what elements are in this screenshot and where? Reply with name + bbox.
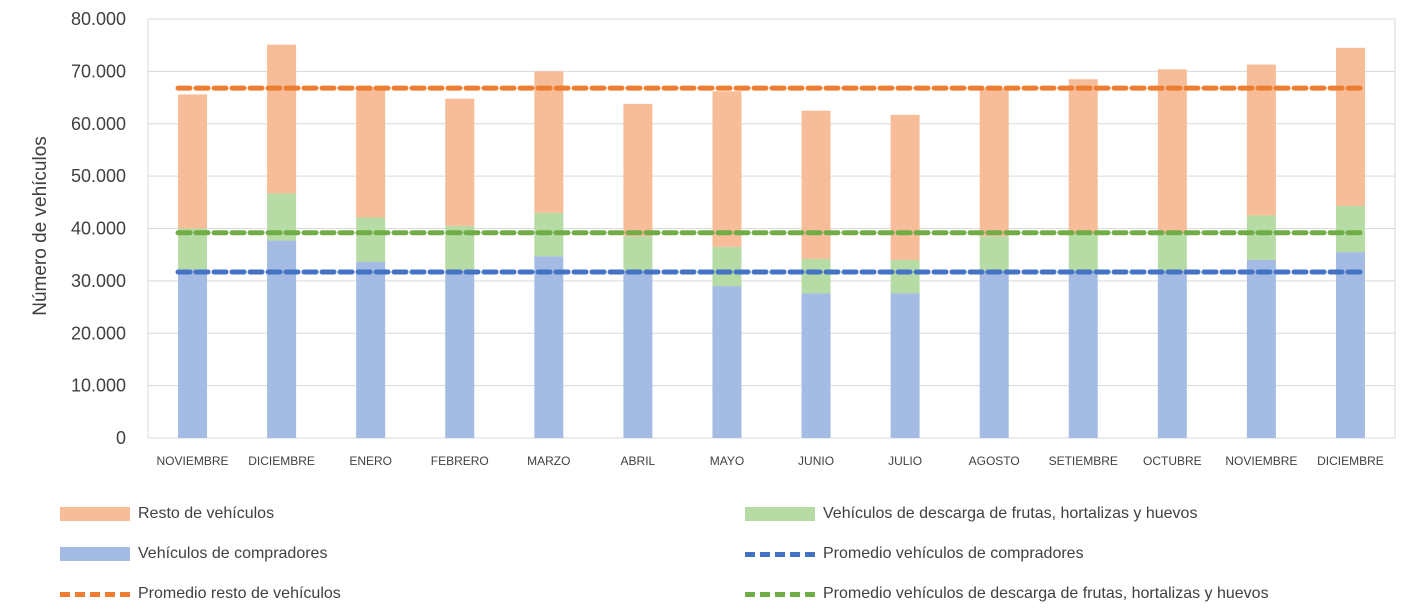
x-tick-label: JULIO xyxy=(888,454,922,468)
bar-segment xyxy=(979,88,1009,237)
legend-label: Promedio resto de vehículos xyxy=(138,585,341,602)
legend-swatch xyxy=(60,507,130,521)
y-tick-label: 80.000 xyxy=(71,9,126,29)
plot-border xyxy=(147,18,1396,439)
x-tick-label: DICIEMBRE xyxy=(1317,454,1384,468)
legend-label: Vehículos de compradores xyxy=(138,545,328,562)
y-tick-label: 40.000 xyxy=(71,219,126,239)
y-tick-label: 50.000 xyxy=(71,166,126,186)
y-tick-label: 10.000 xyxy=(71,376,126,396)
bar-segment xyxy=(178,228,208,270)
x-tick-label: AGOSTO xyxy=(969,454,1020,468)
legend-label: Resto de vehículos xyxy=(138,505,275,522)
bar-segment xyxy=(890,259,920,294)
bar-segment xyxy=(712,286,742,438)
y-axis-ticks: 0 10.000 20.000 30.000 40.000 50.000 60.000 70.… xyxy=(71,9,126,448)
bar-segment xyxy=(623,270,653,438)
bar-segment xyxy=(712,91,742,247)
bar-segment xyxy=(801,293,831,438)
bar-segment xyxy=(1157,69,1187,234)
bar-segment xyxy=(356,262,386,438)
x-tick-label: MARZO xyxy=(527,454,570,468)
y-tick-label: 20.000 xyxy=(71,323,126,343)
bar-segment xyxy=(267,44,297,194)
bar-segment xyxy=(1335,47,1365,206)
bar-segment xyxy=(1068,233,1098,271)
bar-segment xyxy=(1068,270,1098,438)
bar-segment xyxy=(979,236,1009,271)
bar-segment xyxy=(623,103,653,237)
legend-swatch xyxy=(745,507,815,521)
x-tick-label: MAYO xyxy=(710,454,744,468)
bar-segment xyxy=(979,270,1009,438)
bar-segment xyxy=(1335,205,1365,253)
x-tick-label: NOVIEMBRE xyxy=(157,454,229,468)
x-tick-label: NOVIEMBRE xyxy=(1225,454,1297,468)
bar-segment xyxy=(1246,215,1276,260)
bar-segment xyxy=(178,269,208,438)
bar-segment xyxy=(445,270,475,438)
bar-segment xyxy=(801,258,831,294)
x-tick-label: ABRIL xyxy=(621,454,656,468)
legend-swatch xyxy=(745,591,815,597)
bar-segment xyxy=(890,293,920,438)
bar-segment xyxy=(712,246,742,287)
legend-item-promedio-descarga: Promedio vehículos de descarga de frutas… xyxy=(745,585,1269,603)
bar-segment xyxy=(178,94,208,229)
y-tick-label: 0 xyxy=(116,428,126,448)
bar-segment xyxy=(356,87,386,218)
x-tick-label: OCTUBRE xyxy=(1143,454,1202,468)
bar-segment xyxy=(1068,79,1098,234)
bar-segment xyxy=(534,71,564,213)
bar-segment xyxy=(445,98,475,226)
stacked-bar-chart: 0 10.000 20.000 30.000 40.000 50.000 60.000 70.… xyxy=(30,9,1396,468)
average-lines xyxy=(175,85,1368,275)
legend-swatch xyxy=(745,551,815,557)
legend-item-promedio-compradores: Promedio vehículos de compradores xyxy=(745,545,1084,563)
bar-segment xyxy=(890,114,920,260)
y-tick-label: 60.000 xyxy=(71,114,126,134)
bar-segment xyxy=(1157,233,1187,271)
bar-segment xyxy=(534,256,564,438)
y-tick-label: 30.000 xyxy=(71,271,126,291)
gridlines xyxy=(147,18,1396,439)
x-axis-ticks: NOVIEMBRE DICIEMBRE ENERO FEBRERO MARZO ABRIL… xyxy=(157,454,1384,468)
y-axis-label: Número de vehículos xyxy=(30,136,51,316)
bars xyxy=(178,44,1365,438)
y-tick-label: 70.000 xyxy=(71,61,126,81)
legend-item-compradores: Vehículos de compradores xyxy=(60,545,327,563)
bar-segment xyxy=(356,217,386,263)
legend-label: Vehículos de descarga de frutas, hortali… xyxy=(823,505,1198,522)
x-tick-label: SETIEMBRE xyxy=(1049,454,1118,468)
x-tick-label: JUNIO xyxy=(798,454,834,468)
legend: Resto de vehículos Vehículos de descarga… xyxy=(0,490,1404,613)
bar-segment xyxy=(1335,252,1365,438)
legend-swatch xyxy=(60,547,130,561)
legend-swatch xyxy=(60,591,130,597)
bar-segment xyxy=(801,110,831,259)
legend-item-descarga: Vehículos de descarga de frutas, hortali… xyxy=(745,505,1197,523)
legend-label: Promedio vehículos de descarga de frutas… xyxy=(823,585,1269,602)
x-tick-label: DICIEMBRE xyxy=(248,454,315,468)
legend-item-resto: Resto de vehículos xyxy=(60,505,274,523)
bar-segment xyxy=(1157,270,1187,438)
x-tick-label: FEBRERO xyxy=(431,454,489,468)
x-tick-label: ENERO xyxy=(349,454,392,468)
legend-label: Promedio vehículos de compradores xyxy=(823,545,1084,562)
bar-segment xyxy=(1246,259,1276,438)
bar-segment xyxy=(623,236,653,271)
legend-item-promedio-resto: Promedio resto de vehículos xyxy=(60,585,341,603)
